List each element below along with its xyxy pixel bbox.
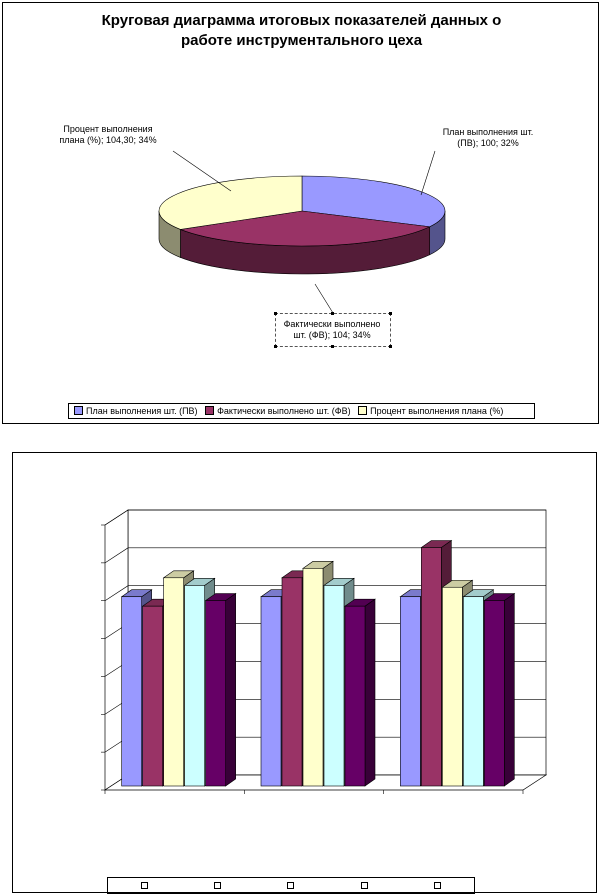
- bar[interactable]: [302, 568, 324, 787]
- legend-label: Фактически выполнено шт. (ФВ): [217, 406, 351, 416]
- bar[interactable]: [463, 596, 484, 787]
- bar[interactable]: [344, 605, 366, 787]
- pie-data-label-actual[interactable]: Фактически выполнено шт. (ФВ); 104; 34%: [277, 319, 387, 341]
- resize-handle[interactable]: [274, 312, 277, 315]
- bar[interactable]: [442, 586, 463, 787]
- pie-label-line: Фактически выполнено: [283, 319, 381, 329]
- bar-side[interactable]: [225, 592, 236, 787]
- pie-chart-panel: Круговая диаграмма итоговых показателей …: [2, 2, 599, 424]
- pie-slice[interactable]: [179, 210, 431, 247]
- selected-label-frame[interactable]: [274, 312, 392, 348]
- gridline: [104, 585, 546, 601]
- bar[interactable]: [184, 585, 205, 787]
- gridline: [104, 547, 546, 564]
- pie-label-line: плана (%); 104,30; 34%: [59, 135, 157, 145]
- bar[interactable]: [142, 605, 163, 787]
- bar-side[interactable]: [504, 592, 515, 787]
- legend-swatch: [205, 406, 215, 415]
- resize-handle[interactable]: [331, 312, 334, 315]
- pie-data-label-plan[interactable]: План выполнения шт. (ПВ); 100; 32%: [423, 127, 553, 149]
- legend-entry-actual: Фактически выполнено шт. (ФВ): [205, 404, 351, 418]
- bar[interactable]: [205, 600, 226, 787]
- bar[interactable]: [421, 547, 442, 787]
- bar[interactable]: [484, 600, 505, 787]
- bar[interactable]: [260, 596, 282, 787]
- bar-side[interactable]: [364, 598, 376, 787]
- pie-title-line-2: работе инструментального цеха: [180, 32, 423, 49]
- legend-swatch-empty: [141, 882, 149, 889]
- pie-slice[interactable]: [301, 175, 446, 228]
- legend-swatch: [358, 406, 368, 415]
- resize-handle[interactable]: [389, 312, 392, 315]
- pie-label-line: шт. (ФВ); 104; 34%: [293, 330, 371, 340]
- pie-slice[interactable]: [158, 175, 303, 230]
- bar[interactable]: [121, 596, 142, 787]
- resize-handle[interactable]: [389, 345, 392, 348]
- pie-legend[interactable]: План выполнения шт. (ПВ) Фактически выпо…: [68, 403, 535, 419]
- pie-chart-title: Круговая диаграмма итоговых показателей …: [3, 11, 600, 51]
- bar-legend[interactable]: [107, 877, 475, 894]
- pie-chart-plot: [158, 150, 446, 314]
- legend-entry-percent: Процент выполнения плана (%): [358, 404, 503, 418]
- pie-label-line: Процент выполнения: [63, 124, 153, 134]
- resize-handle[interactable]: [274, 345, 277, 348]
- bar[interactable]: [400, 596, 421, 787]
- bar-chart-plot: [101, 509, 548, 794]
- pie-data-label-percent[interactable]: Процент выполнения плана (%); 104,30; 34…: [43, 124, 173, 146]
- legend-entry-plan: План выполнения шт. (ПВ): [74, 404, 198, 418]
- gridline: [104, 509, 546, 526]
- pie-title-line-1: Круговая диаграмма итоговых показателей …: [101, 12, 502, 29]
- pie-leader-line: [314, 283, 334, 314]
- pie-label-line: (ПВ); 100; 32%: [457, 138, 519, 148]
- legend-swatch: [74, 406, 83, 415]
- bar[interactable]: [281, 577, 303, 787]
- legend-swatch-empty: [287, 882, 295, 889]
- resize-handle[interactable]: [331, 345, 334, 348]
- legend-swatch-empty: [433, 882, 441, 889]
- legend-swatch-empty: [214, 882, 222, 889]
- legend-label: План выполнения шт. (ПВ): [86, 406, 198, 416]
- legend-label: Процент выполнения плана (%): [370, 406, 504, 416]
- pie-leader-line: [172, 150, 232, 192]
- pie-label-line: План выполнения шт.: [442, 127, 534, 137]
- bar[interactable]: [323, 585, 345, 787]
- legend-swatch-empty: [360, 882, 368, 889]
- bar-chart-panel: [12, 452, 597, 894]
- bar[interactable]: [163, 577, 184, 787]
- pie-leader-line: [420, 150, 436, 196]
